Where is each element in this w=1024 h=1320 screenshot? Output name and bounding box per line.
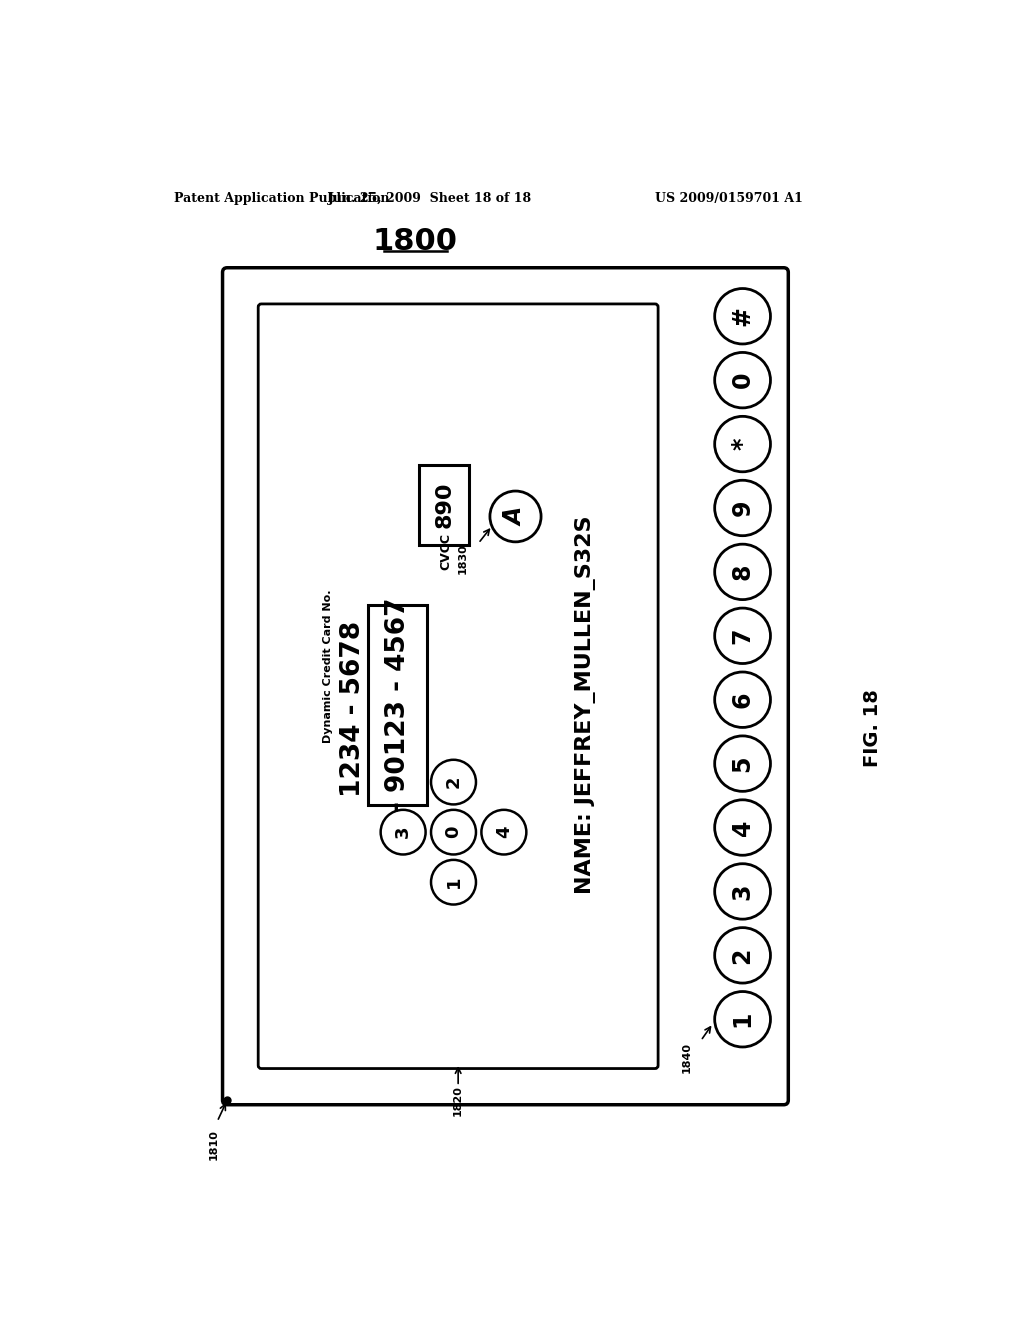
Text: 9: 9 <box>730 500 755 516</box>
Circle shape <box>715 863 770 919</box>
Text: 5: 5 <box>730 755 755 772</box>
Circle shape <box>481 810 526 854</box>
Text: 890: 890 <box>434 482 455 528</box>
Text: 7: 7 <box>730 627 755 644</box>
Text: 1234 - 5678: 1234 - 5678 <box>340 620 366 797</box>
Text: 3: 3 <box>394 826 412 838</box>
Text: *: * <box>730 438 755 450</box>
Circle shape <box>489 491 541 543</box>
Circle shape <box>431 859 476 904</box>
Text: 1: 1 <box>444 876 463 888</box>
FancyBboxPatch shape <box>222 268 788 1105</box>
Text: Patent Application Publication: Patent Application Publication <box>174 191 390 205</box>
Text: 1840: 1840 <box>682 1043 692 1073</box>
Circle shape <box>715 991 770 1047</box>
Text: US 2009/0159701 A1: US 2009/0159701 A1 <box>655 191 803 205</box>
Circle shape <box>715 544 770 599</box>
Text: Dynamic Credit Card No.: Dynamic Credit Card No. <box>323 590 333 743</box>
Text: A: A <box>504 507 527 525</box>
Text: FIG. 18: FIG. 18 <box>862 689 882 767</box>
Bar <box>369 605 427 805</box>
Text: #: # <box>730 306 755 326</box>
Circle shape <box>715 480 770 536</box>
Circle shape <box>381 810 426 854</box>
Text: - 90123 - 4567: - 90123 - 4567 <box>385 598 411 812</box>
Circle shape <box>715 737 770 792</box>
Text: 2: 2 <box>730 948 755 964</box>
Text: 8: 8 <box>730 564 755 581</box>
Circle shape <box>715 416 770 471</box>
Text: 1830: 1830 <box>458 544 468 574</box>
Text: 0: 0 <box>444 826 463 838</box>
Text: Jun. 25, 2009  Sheet 18 of 18: Jun. 25, 2009 Sheet 18 of 18 <box>328 191 532 205</box>
Text: 1800: 1800 <box>373 227 458 256</box>
Text: CVCC: CVCC <box>439 532 453 570</box>
Circle shape <box>715 672 770 727</box>
Text: 4: 4 <box>730 820 755 836</box>
FancyBboxPatch shape <box>258 304 658 1069</box>
Text: 1820: 1820 <box>454 1085 463 1115</box>
Circle shape <box>431 760 476 804</box>
Circle shape <box>715 352 770 408</box>
Text: 4: 4 <box>495 826 513 838</box>
Circle shape <box>431 810 476 854</box>
Circle shape <box>715 289 770 345</box>
Text: 6: 6 <box>730 692 755 708</box>
Circle shape <box>715 609 770 664</box>
Text: 2: 2 <box>444 776 463 788</box>
Text: 0: 0 <box>730 372 755 388</box>
Text: 1810: 1810 <box>208 1130 218 1160</box>
Text: NAME: JEFFREY_MULLEN_S32S: NAME: JEFFREY_MULLEN_S32S <box>574 516 596 895</box>
Bar <box>420 465 469 545</box>
Circle shape <box>715 800 770 855</box>
Text: 3: 3 <box>730 883 755 900</box>
Circle shape <box>715 928 770 983</box>
Text: 1: 1 <box>730 1011 755 1027</box>
